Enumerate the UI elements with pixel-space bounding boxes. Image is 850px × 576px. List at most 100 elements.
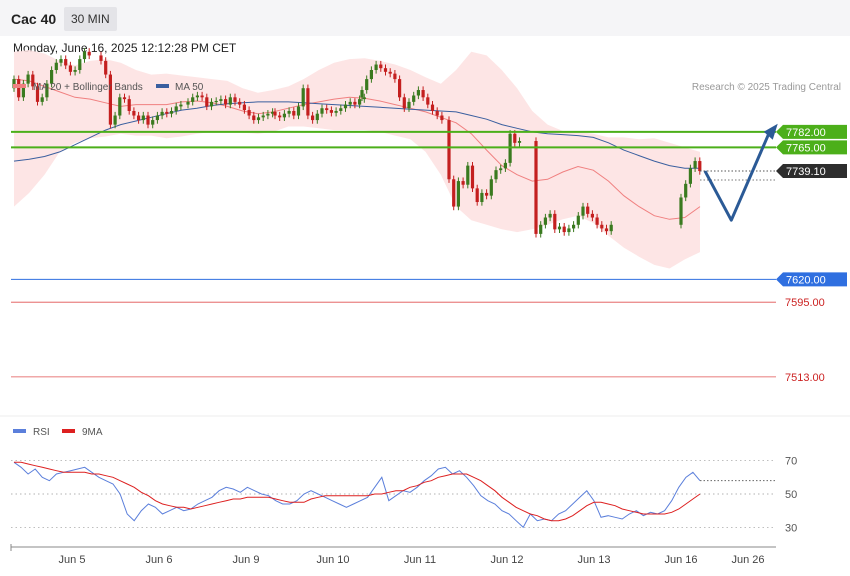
- candle-body: [21, 83, 25, 98]
- candle-body: [581, 206, 585, 216]
- x-tick-label-3: Jun 10: [316, 554, 349, 566]
- current-price-label: 7739.10: [786, 166, 826, 178]
- candle-body: [233, 97, 237, 102]
- candle-body: [242, 104, 246, 111]
- candle-body: [315, 113, 319, 121]
- candle-body: [219, 99, 223, 101]
- rsi-tick-label-0: 70: [785, 456, 797, 468]
- candle-body: [348, 101, 352, 105]
- candle-body: [271, 111, 275, 114]
- candle-body: [609, 224, 613, 232]
- candle-body: [64, 59, 68, 66]
- candle-body: [224, 99, 228, 105]
- candle-body: [329, 110, 333, 113]
- candle-body: [360, 90, 364, 98]
- level-tag-0: 7782.00: [776, 124, 847, 139]
- candle-body: [466, 165, 470, 185]
- ma20-legend-label: MA 20 + Bollinger Bands: [33, 82, 143, 93]
- level-label-0: 7782.00: [786, 127, 826, 139]
- x-tick-label-8: Jun 26: [731, 554, 764, 566]
- x-tick-label-0: Jun 5: [59, 554, 86, 566]
- candle-body: [339, 108, 343, 111]
- rsi-ma-legend-label: 9MA: [82, 427, 103, 438]
- candle-body: [513, 133, 517, 143]
- candle-body: [87, 51, 91, 56]
- candle-body: [247, 110, 251, 116]
- candle-body: [539, 224, 543, 234]
- candle-body: [586, 206, 590, 214]
- time-axis: Jun 5 Jun 6 Jun 9 Jun 10 Jun 11 Jun 12 Jun 13 J…: [10, 544, 776, 566]
- candle-body: [282, 113, 286, 118]
- rsi-ma-line: [14, 461, 701, 522]
- candle-body: [698, 161, 702, 172]
- candle-body: [301, 88, 305, 107]
- ma20-legend-swatch: [13, 84, 26, 88]
- candle-body: [195, 95, 199, 98]
- level-tag-2: 7620.00: [776, 272, 847, 287]
- ma50-legend-swatch: [156, 84, 169, 88]
- candle-body: [146, 115, 150, 125]
- x-tick-label-7: Jun 16: [664, 554, 697, 566]
- candle-body: [256, 117, 261, 121]
- candle-body: [228, 97, 232, 105]
- candle-body: [68, 65, 72, 72]
- level-label-2: 7620.00: [786, 274, 826, 286]
- candle-body: [311, 115, 315, 121]
- candle-body: [461, 181, 465, 185]
- candle-body: [191, 97, 195, 102]
- candle-body: [78, 59, 82, 70]
- candle-body: [122, 97, 127, 100]
- interval-button[interactable]: 30 MIN: [64, 7, 117, 31]
- x-tick-label-6: Jun 13: [577, 554, 610, 566]
- candle-body: [325, 108, 329, 111]
- candle-body: [137, 115, 141, 121]
- candle-body: [54, 62, 58, 70]
- candle-body: [174, 106, 178, 111]
- candle-body: [12, 79, 16, 89]
- candle-body: [179, 104, 183, 107]
- candle-body: [306, 88, 310, 116]
- candle-body: [113, 115, 117, 125]
- candle-body: [278, 115, 282, 118]
- candle-body: [108, 74, 112, 125]
- candle-body: [412, 95, 416, 102]
- candle-body: [416, 90, 420, 96]
- candle-body: [141, 115, 145, 121]
- candle-body: [470, 165, 475, 189]
- candle-body: [160, 111, 164, 116]
- candle-body: [40, 97, 44, 102]
- bollinger-band-fill: [14, 50, 700, 269]
- credit-text: Research © 2025 Trading Central: [692, 82, 841, 93]
- candle-body: [252, 115, 256, 121]
- price-levels: 7782.00 7765.00 7620.00 7595.00 7513.00 7739.…: [11, 124, 847, 384]
- candle-body: [553, 213, 557, 230]
- rsi-ma-legend-swatch: [62, 429, 75, 433]
- candle-body: [534, 141, 538, 234]
- candle-body: [684, 183, 688, 198]
- candle-body: [369, 70, 373, 80]
- candle-body: [557, 226, 562, 230]
- candle-body: [440, 115, 444, 121]
- candle-body: [31, 74, 35, 87]
- candle-body: [73, 70, 77, 72]
- candle-body: [604, 228, 609, 232]
- candle-body: [388, 71, 392, 74]
- candle-body: [595, 217, 599, 225]
- level-tag-1: 7765.00: [776, 140, 847, 155]
- candle-body: [343, 104, 348, 109]
- rsi-tick-label-2: 30: [785, 522, 797, 534]
- candle-body: [489, 179, 493, 196]
- rsi-legend-label: RSI: [33, 427, 50, 438]
- price-legend: MA 20 + Bollinger Bands MA 50 Research ©…: [13, 82, 841, 93]
- candle-body: [200, 95, 204, 98]
- candle-body: [334, 110, 338, 113]
- candle-body: [292, 110, 296, 116]
- candle-body: [430, 104, 435, 111]
- candle-body: [379, 64, 383, 69]
- candle-body: [485, 192, 489, 196]
- candle-body: [567, 228, 571, 233]
- candle-body: [600, 224, 604, 229]
- candle-body: [426, 97, 430, 105]
- candle-body: [35, 86, 40, 102]
- current-price-tag: 7739.10: [776, 163, 847, 178]
